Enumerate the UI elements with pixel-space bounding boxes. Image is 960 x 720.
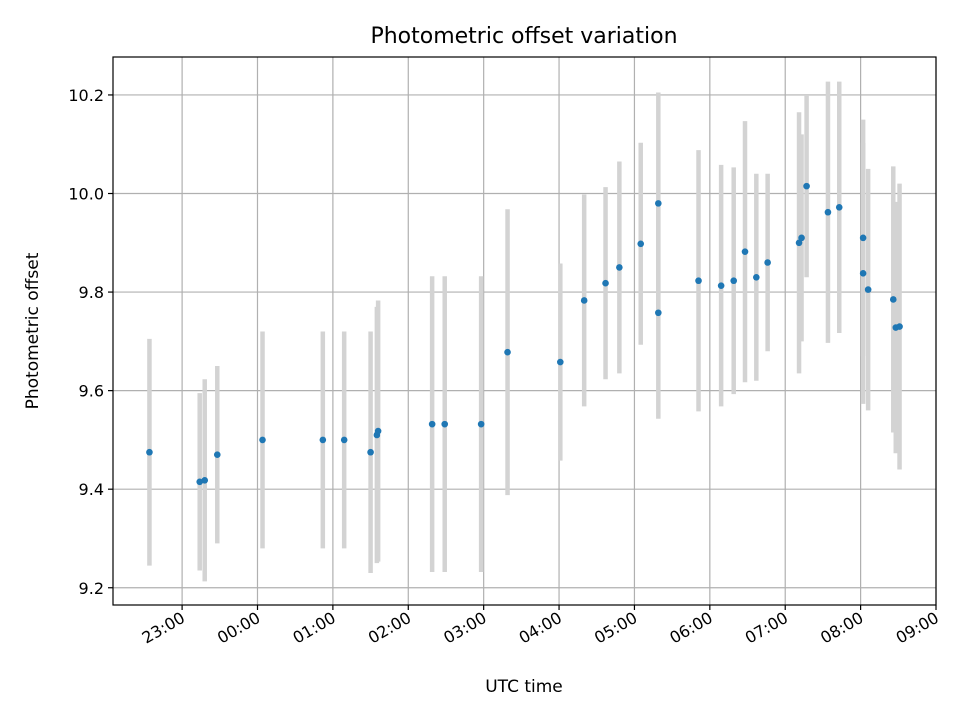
- data-point: [835, 204, 843, 211]
- plot-area: [113, 57, 936, 605]
- x-axis-label: UTC time: [485, 677, 563, 697]
- y-axis-label: Photometric offset: [23, 252, 43, 409]
- y-tick-label: 9.2: [79, 579, 104, 598]
- y-axis-ticks: 9.2 9.4 9.6 9.8 10.0 10.2: [68, 86, 113, 598]
- data-point: [477, 420, 485, 428]
- data-point: [859, 270, 867, 277]
- data-point: [803, 182, 810, 190]
- data-point: [764, 259, 771, 266]
- data-point: [655, 309, 662, 317]
- data-point: [824, 208, 832, 216]
- data-point: [367, 448, 374, 456]
- data-point: [616, 264, 623, 271]
- data-point: [889, 296, 897, 303]
- y-tick-label: 9.6: [79, 382, 104, 401]
- data-point: [730, 277, 738, 285]
- y-tick-label: 9.4: [79, 480, 104, 499]
- data-point: [637, 240, 645, 248]
- data-point: [441, 420, 449, 428]
- data-point: [196, 478, 203, 486]
- data-point: [896, 323, 903, 330]
- data-point: [602, 279, 609, 287]
- data-point: [795, 239, 803, 247]
- data-point: [504, 348, 511, 356]
- data-point: [340, 436, 348, 444]
- data-point: [213, 451, 221, 458]
- data-point: [201, 477, 209, 484]
- data-point: [580, 297, 588, 304]
- data-point: [146, 448, 153, 456]
- data-point: [741, 248, 749, 255]
- data-point: [374, 427, 382, 435]
- y-tick-label: 10.0: [68, 185, 104, 204]
- data-point: [717, 282, 725, 289]
- data-point: [428, 420, 436, 428]
- data-point: [864, 286, 872, 293]
- data-points: [146, 182, 903, 486]
- data-point: [798, 234, 805, 242]
- data-point: [319, 436, 327, 444]
- data-point: [695, 277, 702, 285]
- data-point: [259, 436, 266, 444]
- data-point: [859, 234, 867, 242]
- plot-frame: [112, 56, 937, 606]
- y-tick-label: 9.8: [79, 283, 104, 302]
- data-point: [557, 358, 564, 366]
- data-point: [753, 273, 760, 281]
- chart-title: Photometric offset variation: [370, 24, 677, 49]
- grid-lines: [113, 57, 937, 605]
- y-tick-label: 10.2: [68, 86, 104, 105]
- data-point: [655, 200, 662, 207]
